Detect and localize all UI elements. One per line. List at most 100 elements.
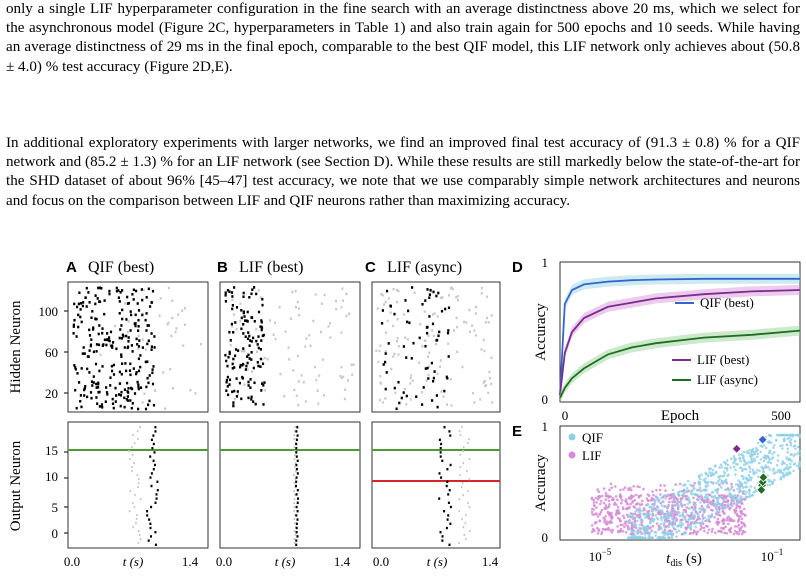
scatter-point <box>704 481 708 484</box>
scatter-point <box>624 530 628 534</box>
spike <box>148 518 151 521</box>
scatter-point <box>635 502 639 506</box>
scatter-point <box>726 505 730 508</box>
scatter-point <box>706 496 709 499</box>
spike <box>121 317 124 321</box>
scatter-point <box>640 521 643 524</box>
scatter-point <box>730 482 733 486</box>
scatter-point <box>622 516 626 520</box>
scatter-point <box>648 521 652 524</box>
spike <box>410 374 413 377</box>
spike <box>240 309 243 312</box>
spike <box>294 289 297 293</box>
spike <box>406 320 409 324</box>
spike <box>97 286 100 290</box>
scatter-point <box>715 521 718 524</box>
scatter-point <box>758 469 761 473</box>
spike <box>339 375 342 378</box>
spike <box>243 383 246 386</box>
spike <box>137 383 140 387</box>
spike <box>444 307 447 311</box>
spike <box>447 342 450 345</box>
spike <box>132 298 135 301</box>
scatter-point <box>761 467 764 471</box>
spike <box>159 297 162 300</box>
spike <box>244 319 247 322</box>
spike <box>137 369 141 373</box>
spike <box>127 336 130 339</box>
scatter-point <box>707 514 710 518</box>
scatter-point <box>716 496 719 500</box>
scatter-point <box>591 513 594 516</box>
spike <box>101 331 104 335</box>
scatter-point <box>660 504 664 507</box>
scatter-point <box>663 528 667 532</box>
scatter-point <box>614 495 618 498</box>
spike <box>84 296 87 299</box>
spike <box>456 325 459 329</box>
spike <box>106 332 109 335</box>
spike <box>278 306 281 309</box>
scatter-point <box>655 488 658 492</box>
scatter-point <box>707 517 711 521</box>
spike <box>432 334 435 338</box>
hidden-ytick: 100 <box>39 304 59 319</box>
spike <box>232 331 235 334</box>
scatter-point <box>675 518 678 522</box>
spike <box>261 382 264 385</box>
spike <box>136 430 139 433</box>
scatter-point <box>737 490 741 494</box>
spike <box>129 329 132 332</box>
spike <box>402 391 405 394</box>
scatter-point <box>719 474 722 478</box>
scatter-point <box>651 490 654 493</box>
spike <box>295 514 298 517</box>
spike <box>182 344 185 347</box>
spike <box>256 361 259 364</box>
scatter-point <box>725 466 729 470</box>
scatter-point <box>658 527 662 531</box>
scatter-point <box>798 464 801 468</box>
spike <box>394 391 397 394</box>
scatter-point <box>630 534 634 538</box>
scatter-point <box>610 531 614 534</box>
spike <box>293 446 296 449</box>
spike <box>239 365 242 369</box>
spike <box>246 355 249 358</box>
scatter-point <box>749 485 753 488</box>
scatter-point <box>670 515 674 519</box>
panel-d-ytick-bottom: 0 <box>542 392 549 407</box>
spike <box>429 288 432 292</box>
spike <box>235 377 238 380</box>
scatter-point <box>796 445 800 449</box>
spike <box>335 300 337 303</box>
spike <box>428 296 431 299</box>
spike <box>115 347 118 351</box>
spike <box>296 501 299 504</box>
spike <box>345 292 348 296</box>
spike <box>95 396 98 399</box>
spike <box>228 330 231 334</box>
spike <box>92 326 95 329</box>
scatter-point <box>704 498 707 501</box>
spike <box>147 339 150 343</box>
spike <box>293 490 295 493</box>
scatter-point <box>739 484 743 487</box>
scatter-point <box>648 532 651 535</box>
panel-d-frame <box>559 261 801 403</box>
spike <box>149 455 152 458</box>
scatter-point <box>664 512 667 516</box>
spike <box>167 321 170 324</box>
scatter-point <box>641 509 645 512</box>
scatter-point <box>694 503 697 507</box>
spike <box>101 406 104 409</box>
spike <box>443 510 446 513</box>
spike <box>261 362 265 366</box>
scatter-point <box>786 473 789 477</box>
spike <box>467 490 469 493</box>
scatter-point <box>707 493 711 496</box>
scatter-point <box>643 516 647 519</box>
spike <box>118 370 121 374</box>
scatter-point <box>602 501 606 505</box>
scatter-point <box>740 517 744 520</box>
